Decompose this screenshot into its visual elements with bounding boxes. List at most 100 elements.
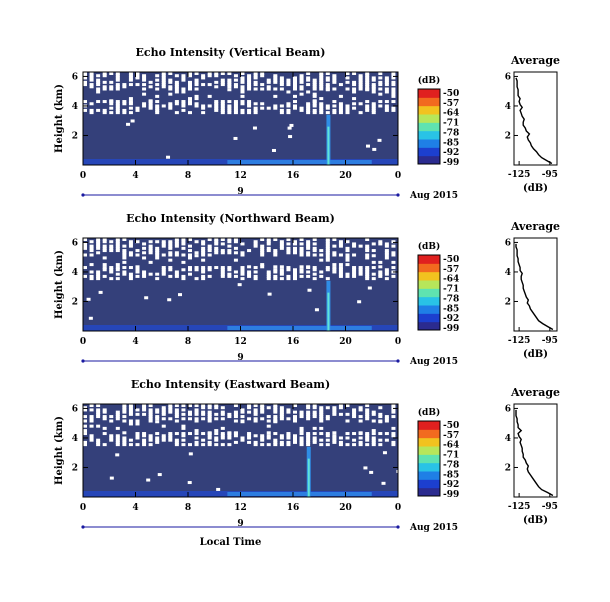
no-data-cell xyxy=(365,270,370,274)
no-data-cell xyxy=(102,263,107,267)
no-data-cell xyxy=(214,246,219,250)
no-data-cell xyxy=(161,83,166,87)
no-data-cell xyxy=(312,272,317,276)
no-data-cell xyxy=(201,274,206,278)
no-data-cell xyxy=(168,258,173,262)
colorbar-tick-label: -92 xyxy=(443,314,459,324)
no-data-cell xyxy=(201,443,206,447)
no-data-cell xyxy=(253,419,258,423)
no-data-cell xyxy=(181,246,186,250)
no-data-cell xyxy=(115,268,120,272)
no-data-cell xyxy=(378,92,383,96)
no-data-cell xyxy=(319,408,324,412)
no-data-cell xyxy=(378,438,383,442)
no-data-cell xyxy=(214,74,219,78)
no-data-cell xyxy=(168,242,173,246)
no-data-cell xyxy=(391,266,396,270)
no-data-cell xyxy=(237,283,242,287)
x-tick-label: 0 xyxy=(80,503,86,513)
no-data-cell xyxy=(293,249,297,253)
x-tick-label: 8 xyxy=(185,171,191,181)
no-data-cell xyxy=(96,277,101,281)
no-data-cell xyxy=(115,436,120,440)
no-data-cell xyxy=(325,277,330,281)
no-data-cell xyxy=(142,104,147,108)
no-data-cell xyxy=(299,432,304,436)
no-data-cell xyxy=(187,481,192,485)
no-data-cell xyxy=(181,238,186,241)
no-data-cell xyxy=(279,87,284,91)
no-data-cell xyxy=(168,85,173,89)
no-data-cell xyxy=(240,408,245,412)
no-data-cell xyxy=(227,78,232,82)
no-data-cell xyxy=(207,246,212,250)
no-data-cell xyxy=(96,244,101,248)
no-data-cell xyxy=(115,238,120,241)
no-data-cell xyxy=(253,434,258,438)
no-data-cell xyxy=(358,406,363,410)
no-data-cell xyxy=(247,270,252,274)
no-data-cell xyxy=(325,244,330,248)
no-data-cell xyxy=(161,76,166,80)
no-data-cell xyxy=(345,404,350,407)
no-data-cell xyxy=(194,404,199,407)
no-data-cell xyxy=(115,415,120,419)
no-data-cell xyxy=(188,256,192,260)
no-data-cell xyxy=(306,251,311,255)
no-data-cell xyxy=(148,419,153,423)
no-data-cell xyxy=(148,415,153,419)
no-data-cell xyxy=(194,429,199,433)
no-data-cell xyxy=(155,251,160,255)
no-data-cell xyxy=(260,102,265,106)
no-data-cell xyxy=(332,104,337,108)
no-data-cell xyxy=(161,242,166,246)
no-data-cell xyxy=(332,111,337,115)
no-data-cell xyxy=(181,408,186,412)
no-data-cell xyxy=(135,443,140,447)
no-data-cell xyxy=(194,104,199,108)
no-data-cell xyxy=(332,251,337,255)
no-data-cell xyxy=(168,406,173,410)
no-data-cell xyxy=(325,76,330,80)
no-data-cell xyxy=(358,102,363,106)
no-data-cell xyxy=(312,253,317,257)
no-data-cell xyxy=(109,436,114,440)
no-data-cell xyxy=(96,270,101,274)
no-data-cell xyxy=(358,408,363,412)
no-data-cell xyxy=(352,83,357,87)
no-data-cell xyxy=(227,72,232,75)
no-data-cell xyxy=(273,417,278,421)
no-data-cell xyxy=(135,412,140,416)
colorbar-segment xyxy=(418,321,440,331)
no-data-cell xyxy=(240,270,245,274)
no-data-cell xyxy=(279,408,284,412)
no-data-cell xyxy=(155,417,160,421)
colorbar-segment xyxy=(418,487,440,497)
no-data-cell xyxy=(89,76,94,80)
colorbar-tick-label: -57 xyxy=(443,265,459,275)
no-data-cell xyxy=(319,412,324,416)
no-data-cell xyxy=(266,246,271,250)
no-data-cell xyxy=(109,87,114,91)
colorbar-tick-label: -64 xyxy=(443,109,459,119)
no-data-cell xyxy=(247,434,252,438)
no-data-cell xyxy=(240,90,245,94)
no-data-cell xyxy=(345,87,350,91)
no-data-cell xyxy=(266,443,271,447)
no-data-cell xyxy=(227,108,232,112)
no-data-cell xyxy=(371,106,376,110)
no-data-cell xyxy=(115,72,120,75)
no-data-cell xyxy=(142,74,147,78)
no-data-cell xyxy=(252,126,257,130)
no-data-cell xyxy=(260,87,265,91)
no-data-cell xyxy=(352,274,357,278)
no-data-cell xyxy=(115,412,120,416)
no-data-cell xyxy=(325,111,330,115)
no-data-cell xyxy=(214,417,219,421)
no-data-cell xyxy=(325,268,330,272)
no-data-cell xyxy=(122,244,127,248)
no-data-cell xyxy=(345,253,350,257)
no-data-cell xyxy=(194,251,199,255)
no-data-cell xyxy=(332,78,337,82)
no-data-cell xyxy=(381,481,386,485)
